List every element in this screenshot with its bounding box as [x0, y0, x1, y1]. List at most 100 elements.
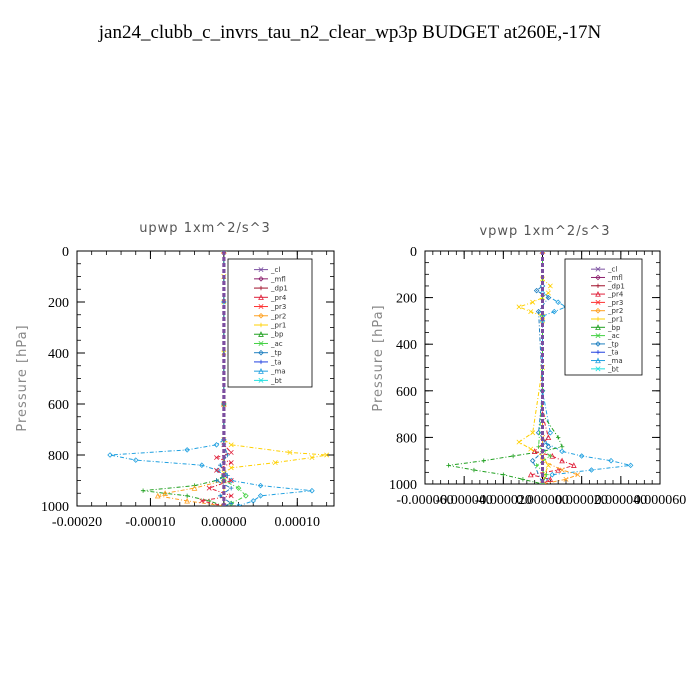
data-point: [214, 467, 219, 473]
legend-marker: [258, 349, 264, 356]
data-point: [140, 488, 146, 493]
legend-label: _pr3: [270, 303, 286, 311]
series-line-bp: [143, 251, 225, 506]
data-point: [570, 462, 577, 468]
series-line-pr4: [530, 251, 576, 484]
legend-marker: [595, 266, 601, 272]
legend-marker: [595, 307, 601, 314]
y-tick-label: 800: [48, 449, 69, 464]
data-point: [559, 444, 565, 449]
y-tick-label: 200: [48, 296, 69, 311]
legend-label: _ta: [607, 349, 619, 357]
legend: _cl_mfl _dp1_pr4_pr3_pr2 _pr1_bp_ac_tp_ta _…: [227, 258, 313, 388]
data-point: [588, 467, 595, 473]
legend-marker: [595, 341, 601, 347]
data-point: [225, 452, 230, 458]
data-point: [228, 442, 234, 448]
data-point: [559, 467, 565, 473]
data-point: [516, 439, 522, 445]
legend-label: _ma: [607, 357, 623, 365]
legend-marker: [595, 333, 601, 339]
data-point: [559, 457, 565, 464]
data-point: [228, 465, 234, 471]
data-point: [563, 476, 569, 482]
data-point: [527, 471, 534, 478]
data-point: [184, 493, 190, 498]
legend-label: _ta: [270, 358, 282, 366]
data-point: [529, 457, 536, 464]
data-point: [545, 443, 552, 450]
legend-marker: [258, 267, 264, 273]
data-point: [551, 308, 558, 315]
legend-marker: [258, 294, 264, 300]
legend-label: _mfl: [607, 274, 623, 282]
data-point: [272, 460, 278, 466]
legend-marker: [258, 313, 264, 319]
legend-label: _pr2: [270, 312, 286, 320]
y-tick-label: 200: [396, 292, 417, 307]
legend-label: _pr3: [607, 299, 623, 307]
y-tick-label: 0: [62, 245, 69, 260]
legend-marker: [595, 350, 601, 355]
data-point: [250, 498, 256, 504]
legend-label: _pr1: [607, 316, 623, 324]
legend-marker: [258, 304, 264, 310]
y-tick-label: 1000: [41, 500, 69, 515]
data-point: [528, 446, 534, 452]
data-point: [627, 462, 634, 469]
series-line-pr1: [223, 251, 327, 506]
y-tick-label: 400: [396, 338, 417, 353]
legend-label: _pr4: [270, 294, 287, 302]
y-tick-label: 1000: [389, 478, 417, 493]
data-point: [199, 498, 205, 504]
data-point: [235, 485, 242, 491]
x-tick-label: 0.00000: [201, 515, 247, 530]
y-tick-label: 600: [396, 385, 417, 400]
legend-label: _mfl: [270, 275, 286, 283]
legend-label: _ac: [607, 332, 620, 340]
data-point: [548, 453, 553, 459]
series-line-ma: [109, 251, 313, 506]
series-line-bp: [448, 251, 563, 484]
data-point: [545, 434, 552, 440]
page-title: jan24_clubb_c_invrs_tau_n2_clear_wp3p BU…: [98, 22, 602, 43]
legend-label: _pr1: [270, 322, 286, 330]
data-point: [547, 476, 554, 482]
data-point: [229, 501, 234, 506]
data-point: [536, 444, 541, 449]
x-tick-label: -0.00010: [125, 515, 175, 530]
data-point: [555, 435, 561, 440]
legend-label: _ma: [270, 368, 286, 376]
data-point: [533, 287, 540, 294]
y-axis-label: Pressure [hPa]: [15, 324, 30, 431]
data-point: [501, 472, 506, 477]
legend-label: _pr2: [607, 307, 623, 315]
series-line-ma: [542, 251, 631, 484]
series-group: [446, 251, 634, 484]
data-point: [257, 493, 264, 499]
legend-label: _dp1: [270, 285, 288, 293]
legend-label: _tp: [270, 349, 282, 357]
legend-marker: [595, 316, 601, 322]
legend-marker: [595, 324, 601, 330]
data-point: [531, 448, 538, 454]
legend-marker: [258, 322, 264, 328]
x-tick-label: 0.000020: [555, 493, 608, 508]
data-point: [608, 457, 614, 464]
x-tick-label: 0.000000: [516, 493, 569, 508]
legend-box: [564, 258, 643, 376]
data-point: [481, 458, 486, 463]
x-tick-label: 0.00010: [275, 515, 321, 530]
legend-marker: [258, 276, 264, 282]
legend-label: _dp1: [607, 282, 625, 290]
data-point: [243, 493, 249, 499]
legend-marker: [595, 357, 601, 364]
x-tick-label: -0.000060: [396, 493, 453, 508]
data-point: [235, 503, 242, 506]
data-point: [184, 447, 190, 453]
panel-title: vpwp 1xm^2/s^3: [479, 224, 610, 239]
legend-box: [227, 258, 313, 388]
data-point: [535, 308, 542, 315]
data-point: [510, 453, 516, 459]
